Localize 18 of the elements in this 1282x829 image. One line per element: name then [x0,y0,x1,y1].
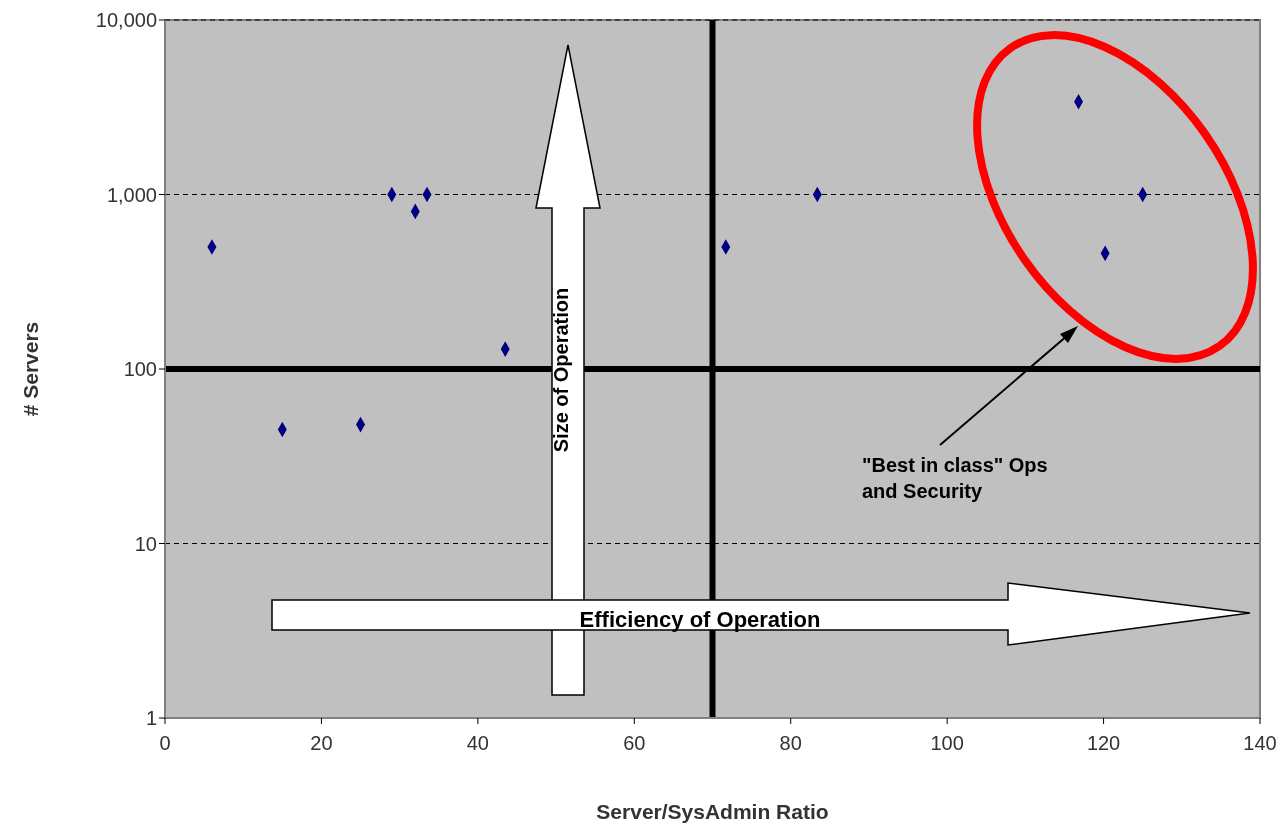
x-tick-label: 100 [930,732,964,754]
x-tick-label: 20 [310,732,333,754]
x-tick-label: 140 [1243,732,1277,754]
x-tick-label: 0 [159,732,171,754]
y-tick-label: 10,000 [95,9,157,31]
annotation: "Best in class" Ops and Security [862,454,1048,502]
x-tick-label: 40 [466,732,489,754]
y-tick-label: 1,000 [106,183,157,206]
annotation: Size of Operation [550,287,572,453]
x-tick-label: 120 [1086,732,1121,754]
y-tick-label: 1 [145,707,157,729]
annotation: Efficiency of Operation [579,607,821,632]
y-tick-label: 100 [123,358,157,380]
x-tick-label: 60 [623,732,646,754]
y-tick-label: 10 [134,532,157,555]
x-axis-title: Server/SysAdmin Ratio [596,800,829,823]
y-axis-title: # Servers [19,321,42,417]
x-tick-label: 80 [779,732,802,754]
